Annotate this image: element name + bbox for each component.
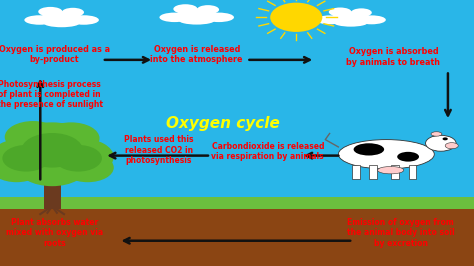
FancyBboxPatch shape (391, 165, 399, 179)
Circle shape (62, 153, 114, 182)
Circle shape (443, 138, 448, 140)
Ellipse shape (354, 143, 384, 156)
Circle shape (55, 145, 102, 172)
Text: Oxygen is released
into the atmosphere: Oxygen is released into the atmosphere (150, 45, 243, 64)
Ellipse shape (176, 9, 217, 21)
Ellipse shape (42, 11, 82, 23)
Text: Plant absorbs water
mixed with oxygen via
roots: Plant absorbs water mixed with oxygen vi… (6, 218, 103, 248)
Ellipse shape (173, 4, 198, 14)
Ellipse shape (159, 13, 190, 22)
Text: Oxygen is produced as a
by-product: Oxygen is produced as a by-product (0, 45, 110, 64)
Text: Photosynthesis process
of plant is completed in
the presence of sunlight: Photosynthesis process of plant is compl… (0, 80, 103, 109)
Text: Emission of oxygen from
the animal body into soil
by excretion: Emission of oxygen from the animal body … (346, 218, 455, 248)
Ellipse shape (329, 7, 352, 16)
Ellipse shape (431, 132, 442, 136)
Text: Oxygen cycle: Oxygen cycle (166, 116, 280, 131)
Ellipse shape (38, 7, 63, 16)
Ellipse shape (378, 167, 404, 174)
Circle shape (47, 138, 114, 176)
Ellipse shape (316, 15, 344, 24)
Ellipse shape (351, 8, 372, 17)
Ellipse shape (338, 140, 434, 169)
Ellipse shape (24, 15, 55, 25)
Ellipse shape (445, 143, 458, 149)
Text: Oxygen is absorbed
by animals to breath: Oxygen is absorbed by animals to breath (346, 48, 440, 67)
FancyBboxPatch shape (0, 197, 474, 209)
Ellipse shape (197, 5, 219, 14)
Circle shape (270, 3, 322, 32)
Circle shape (0, 153, 43, 182)
FancyBboxPatch shape (0, 209, 474, 266)
FancyBboxPatch shape (352, 165, 360, 179)
Text: Carbondioxide is released
via respiration by animals: Carbondioxide is released via respiratio… (211, 142, 324, 161)
Ellipse shape (204, 13, 234, 22)
Circle shape (5, 121, 62, 153)
Ellipse shape (44, 19, 80, 27)
Ellipse shape (334, 19, 368, 27)
Ellipse shape (179, 16, 215, 24)
Ellipse shape (62, 8, 84, 17)
Ellipse shape (332, 11, 370, 23)
Circle shape (43, 122, 100, 154)
Circle shape (2, 145, 50, 172)
Ellipse shape (426, 135, 456, 151)
Text: Plants used this
released CO2 in
photosynthesis: Plants used this released CO2 in photosy… (124, 135, 193, 165)
FancyBboxPatch shape (44, 177, 61, 209)
FancyBboxPatch shape (369, 165, 377, 179)
Circle shape (0, 138, 57, 176)
Circle shape (21, 133, 83, 168)
Ellipse shape (397, 152, 419, 162)
Ellipse shape (69, 15, 99, 25)
Circle shape (12, 122, 92, 168)
FancyBboxPatch shape (409, 165, 416, 179)
Circle shape (17, 146, 88, 186)
Ellipse shape (357, 15, 386, 24)
